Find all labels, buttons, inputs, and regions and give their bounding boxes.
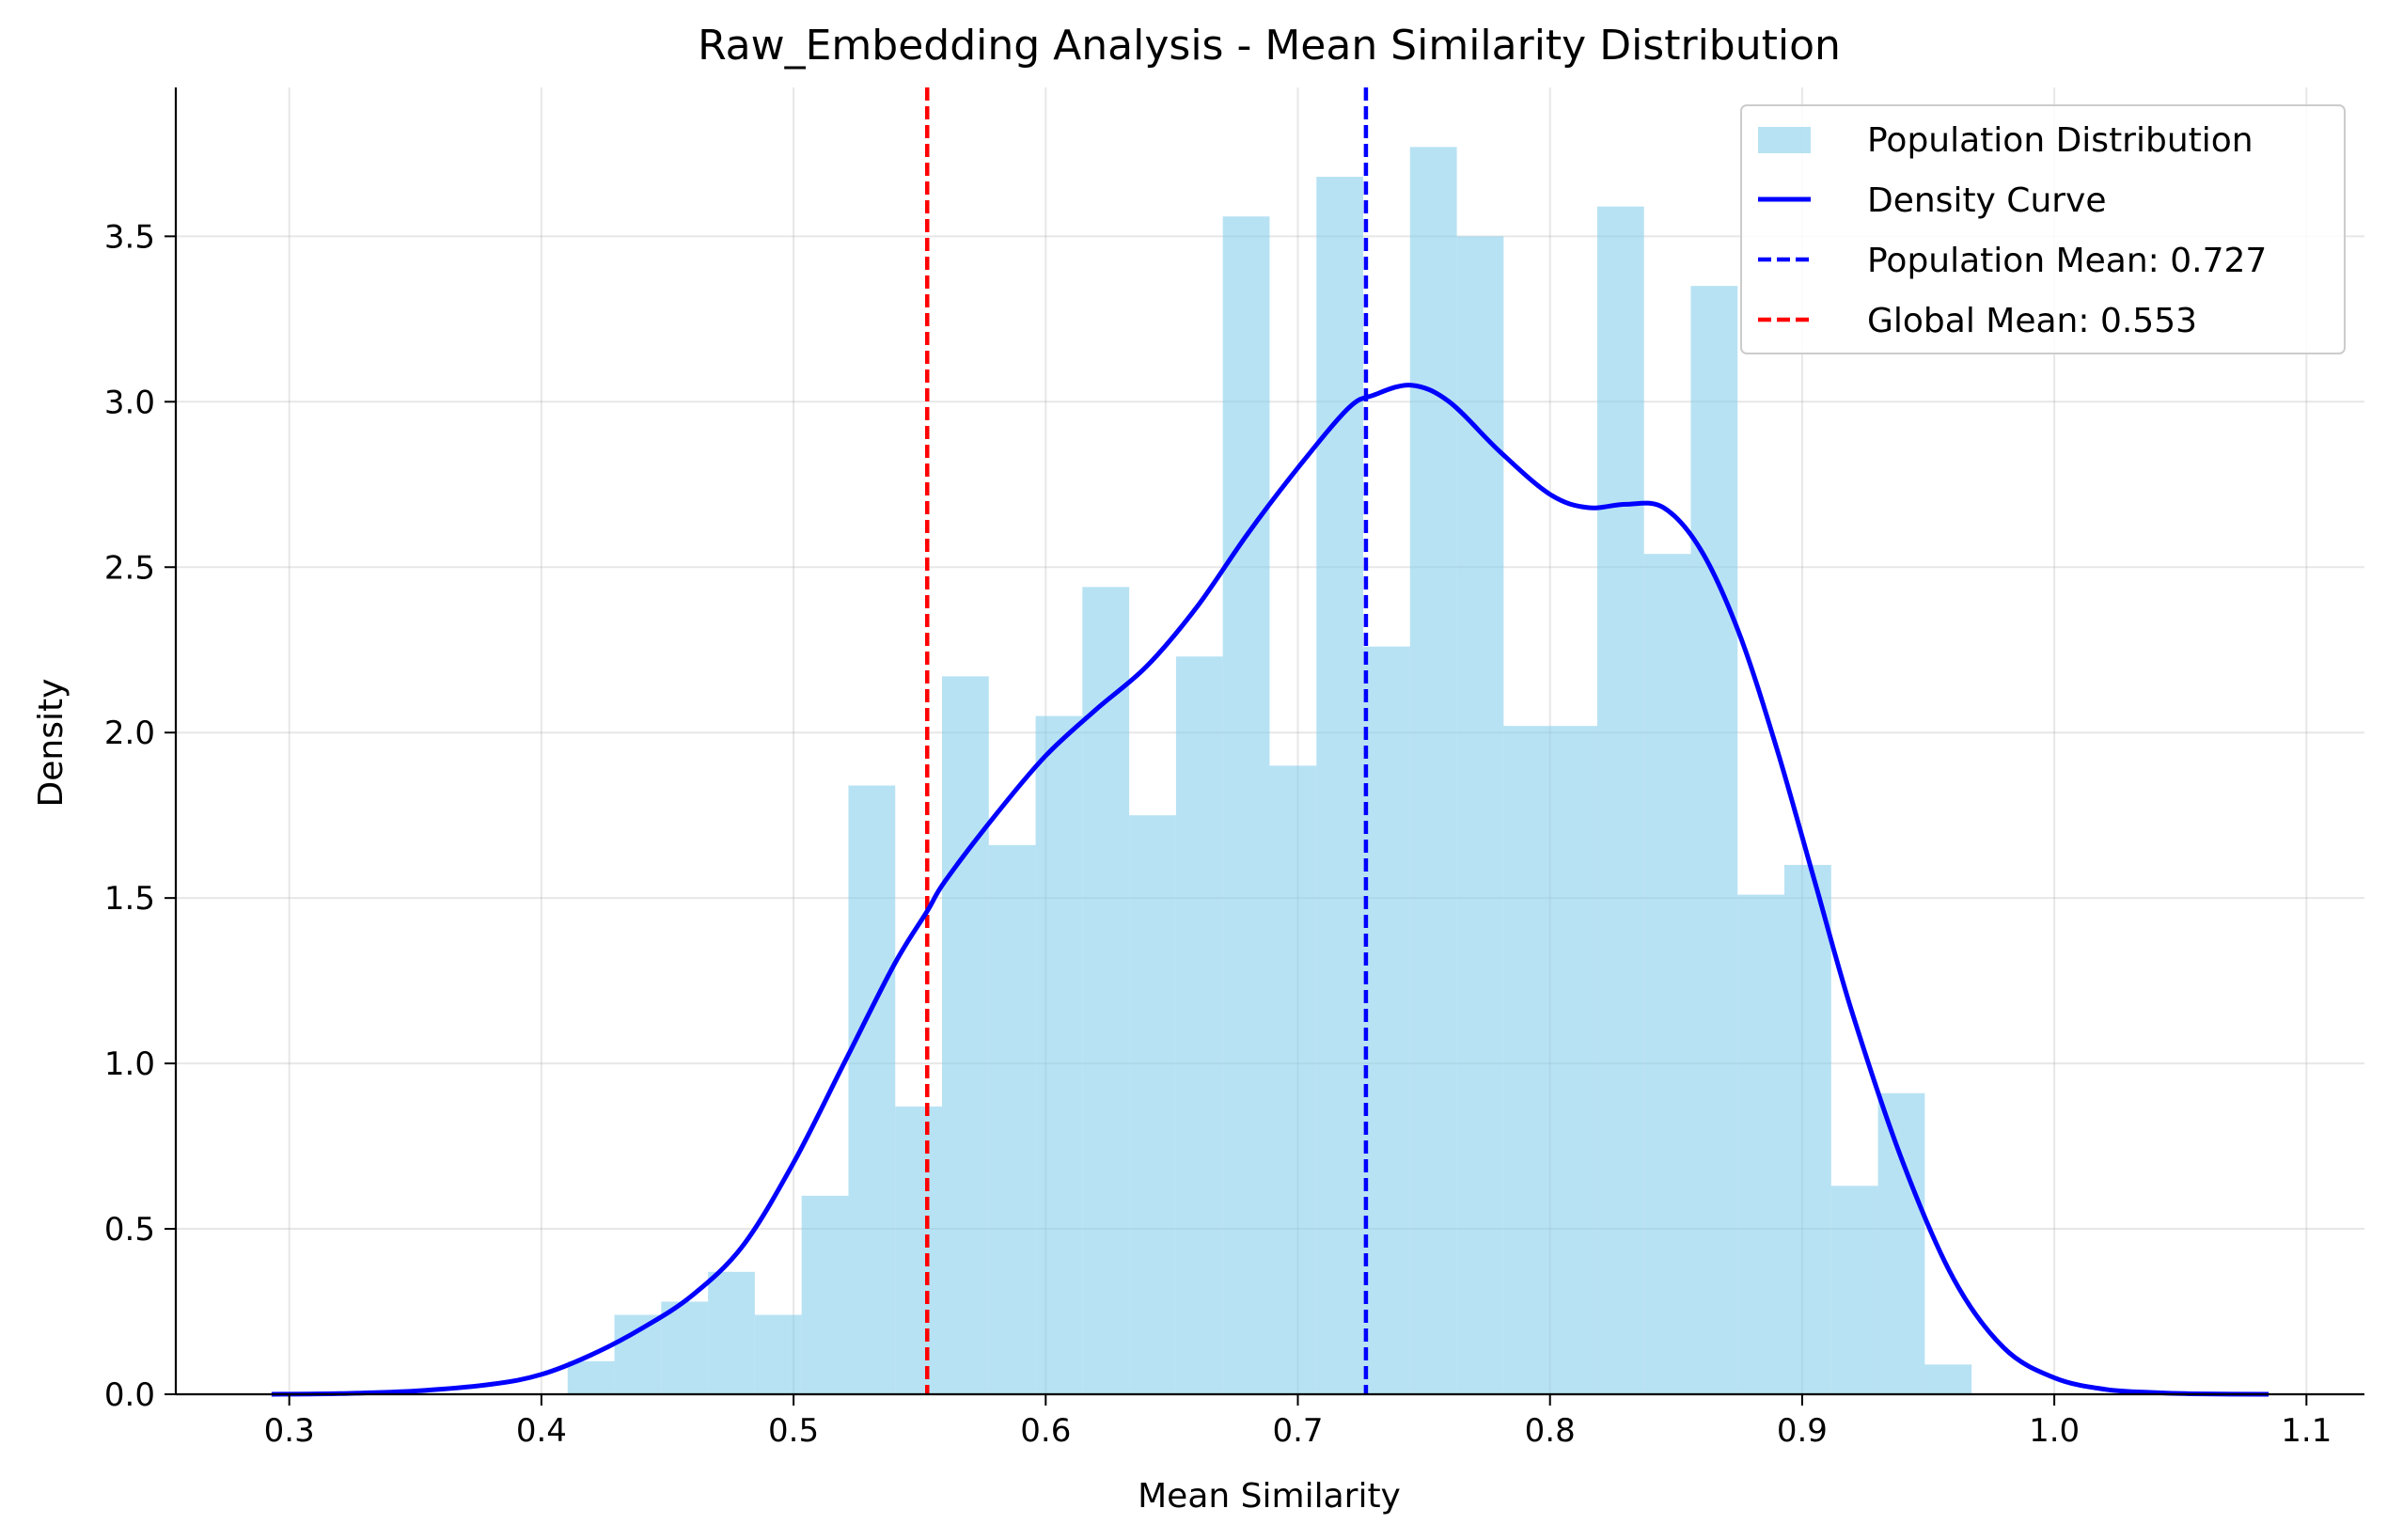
histogram-bar	[661, 1301, 709, 1394]
y-tick-label: 0.5	[104, 1211, 155, 1249]
histogram-bar	[1784, 864, 1831, 1394]
x-tick-label: 0.4	[516, 1412, 567, 1450]
legend-label-histogram: Population Distribution	[1867, 121, 2254, 160]
histogram-bar	[1924, 1364, 1972, 1394]
histogram-bar	[1082, 587, 1130, 1394]
histogram-bar	[1409, 147, 1457, 1394]
histogram-bar	[801, 1195, 849, 1394]
histogram-bar	[754, 1314, 802, 1394]
y-tick-label: 3.0	[104, 384, 155, 421]
x-tick-label: 0.8	[1525, 1412, 1576, 1450]
histogram-bar	[1877, 1092, 1925, 1394]
legend-swatch-histogram	[1758, 127, 1811, 153]
histogram-bar	[1316, 177, 1364, 1394]
histogram-bar	[848, 785, 896, 1394]
y-tick-label: 3.5	[104, 218, 155, 256]
y-tick-label: 2.5	[104, 549, 155, 587]
y-tick-label: 1.5	[104, 880, 155, 918]
y-ticks: 0.0 0.5 1.0 1.5 2.0 2.5 3.0 3.5	[104, 218, 176, 1414]
legend-label-global-mean: Global Mean: 0.553	[1867, 302, 2197, 340]
x-tick-label: 0.9	[1777, 1412, 1828, 1450]
x-tick-label: 0.6	[1020, 1412, 1071, 1450]
x-tick-label: 0.7	[1272, 1412, 1323, 1450]
histogram-bar	[1129, 815, 1176, 1394]
histogram-bar	[567, 1360, 615, 1394]
histogram-bar	[1503, 726, 1551, 1394]
histogram-bar	[1643, 554, 1691, 1394]
histogram-bar	[614, 1314, 662, 1394]
histogram-bar	[1596, 206, 1644, 1394]
x-tick-label: 0.3	[264, 1412, 315, 1450]
histogram-bar	[1035, 715, 1083, 1394]
histogram-bars	[567, 147, 1972, 1395]
histogram-bar	[1222, 216, 1270, 1395]
histogram-bar	[1550, 726, 1597, 1394]
legend-label-density: Density Curve	[1867, 181, 2107, 220]
x-tick-label: 0.5	[768, 1412, 819, 1450]
density-curve	[271, 383, 2269, 1397]
histogram-bar	[708, 1271, 755, 1394]
x-ticks: 0.3 0.4 0.5 0.6 0.7 0.8 0.9 1.0 1.1	[264, 1394, 2332, 1450]
legend-label-population-mean: Population Mean: 0.727	[1867, 242, 2267, 280]
histogram-bar	[1690, 286, 1738, 1394]
y-axis-label: Density	[32, 679, 71, 808]
histogram-bar	[942, 676, 989, 1394]
legend-box	[1740, 104, 2346, 354]
chart-title: Raw_Embedding Analysis - Mean Similarity…	[698, 22, 1841, 70]
y-tick-label: 0.0	[104, 1376, 155, 1414]
x-tick-label: 1.0	[2029, 1412, 2080, 1450]
histogram-bar	[895, 1106, 943, 1394]
y-tick-label: 2.0	[104, 715, 155, 752]
histogram-bar	[1830, 1186, 1878, 1394]
x-axis-label: Mean Similarity	[1138, 1477, 1401, 1516]
histogram-bar	[1269, 765, 1317, 1394]
legend: Population Distribution Density Curve Po…	[1740, 104, 2346, 354]
histogram-bar	[1456, 236, 1504, 1394]
mean-lines	[924, 87, 1369, 1394]
histogram-bar	[1175, 656, 1223, 1394]
histogram-bar	[1737, 894, 1785, 1394]
x-tick-label: 1.1	[2281, 1412, 2332, 1450]
y-tick-label: 1.0	[104, 1045, 155, 1083]
histogram-bar	[988, 844, 1036, 1394]
histogram-bar	[1363, 646, 1410, 1394]
